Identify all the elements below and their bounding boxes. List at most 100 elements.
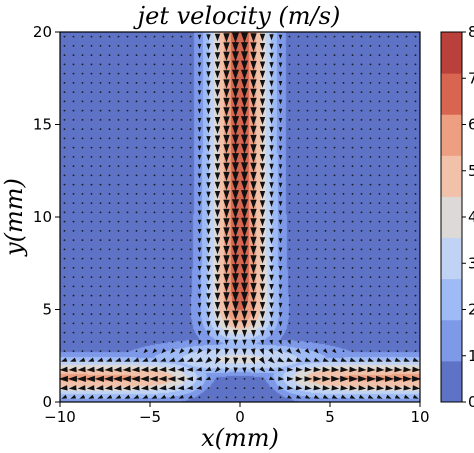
vector-dot (387, 192, 390, 195)
vector-arrow (206, 237, 211, 244)
vector-dot (324, 248, 327, 251)
vector-dot (279, 396, 282, 399)
vector-dot (72, 322, 75, 325)
vector-dot (162, 137, 165, 140)
vector-arrow (241, 217, 248, 228)
vector-dot (414, 276, 417, 279)
vector-arrow (214, 52, 221, 60)
vector-arrow (278, 385, 284, 390)
vector-arrow (59, 385, 68, 391)
vector-dot (81, 54, 84, 57)
vector-dot (63, 183, 66, 186)
vector-dot (63, 229, 66, 232)
vector-dot (414, 183, 417, 186)
vector-arrow (196, 385, 202, 390)
vector-dot (306, 192, 309, 195)
vector-arrow (233, 348, 238, 356)
vector-dot (369, 72, 372, 75)
vector-dot (324, 322, 327, 325)
vector-dot (144, 91, 147, 94)
vector-dot (414, 63, 417, 66)
vector-dot (144, 303, 147, 306)
vector-dot (369, 313, 372, 316)
vector-dot (153, 294, 156, 297)
vector-arrow (278, 312, 283, 318)
vector-arrow (278, 376, 285, 381)
vector-dot (396, 100, 399, 103)
vector-dot (396, 128, 399, 131)
vector-arrow (278, 136, 283, 142)
vector-dot (189, 54, 192, 57)
vector-dot (135, 155, 138, 158)
vector-dot (135, 331, 138, 334)
vector-dot (135, 257, 138, 260)
vector-dot (108, 248, 111, 251)
vector-dot (81, 44, 84, 47)
vector-arrow (232, 32, 239, 43)
vector-arrow (223, 171, 230, 182)
vector-dot (288, 322, 291, 325)
vector-dot (63, 303, 66, 306)
vector-dot (333, 81, 336, 84)
vector-dot (126, 266, 129, 269)
vector-dot (306, 303, 309, 306)
vector-dot (144, 229, 147, 232)
vector-arrow (242, 348, 247, 356)
vector-dot (153, 192, 156, 195)
vector-dot (99, 44, 102, 47)
vector-dot (162, 276, 165, 279)
vector-dot (387, 239, 390, 242)
vector-dot (90, 165, 93, 168)
vector-dot (153, 276, 156, 279)
vector-dot (324, 146, 327, 149)
vector-dot (162, 155, 165, 158)
vector-dot (405, 211, 408, 214)
vector-arrow (224, 357, 230, 365)
vector-dot (360, 285, 363, 288)
vector-dot (72, 202, 75, 205)
vector-dot (189, 44, 192, 47)
vector-dot (126, 211, 129, 214)
vector-arrow (340, 394, 347, 399)
vector-arrow (214, 61, 221, 70)
vector-dot (180, 63, 183, 66)
vector-dot (243, 377, 246, 380)
vector-dot (324, 35, 327, 38)
vector-arrow (232, 180, 239, 191)
vector-dot (198, 396, 201, 399)
vector-dot (414, 313, 417, 316)
vector-dot (90, 211, 93, 214)
vector-dot (378, 183, 381, 186)
vector-dot (414, 285, 417, 288)
vector-dot (396, 146, 399, 149)
vector-dot (171, 100, 174, 103)
vector-dot (72, 183, 75, 186)
vector-dot (135, 322, 138, 325)
vector-dot (369, 35, 372, 38)
vector-dot (99, 322, 102, 325)
vector-dot (180, 146, 183, 149)
vector-arrow (167, 376, 176, 382)
vector-arrow (223, 264, 230, 274)
vector-arrow (223, 292, 230, 302)
vector-dot (135, 183, 138, 186)
colorbar-band (441, 155, 462, 197)
vector-dot (405, 303, 408, 306)
vector-dot (189, 229, 192, 232)
vector-dot (324, 54, 327, 57)
vector-dot (171, 340, 174, 343)
vector-dot (144, 285, 147, 288)
vector-dot (405, 266, 408, 269)
colorbar-band (441, 196, 462, 239)
vector-dot (81, 303, 84, 306)
vector-arrow (250, 171, 257, 182)
vector-dot (378, 229, 381, 232)
vector-dot (297, 331, 300, 334)
vector-arrow (197, 182, 202, 188)
vector-arrow (223, 42, 230, 52)
vector-dot (396, 174, 399, 177)
vector-dot (108, 44, 111, 47)
vector-dot (90, 137, 93, 140)
vector-arrow (241, 162, 248, 173)
vector-arrow (161, 348, 167, 354)
